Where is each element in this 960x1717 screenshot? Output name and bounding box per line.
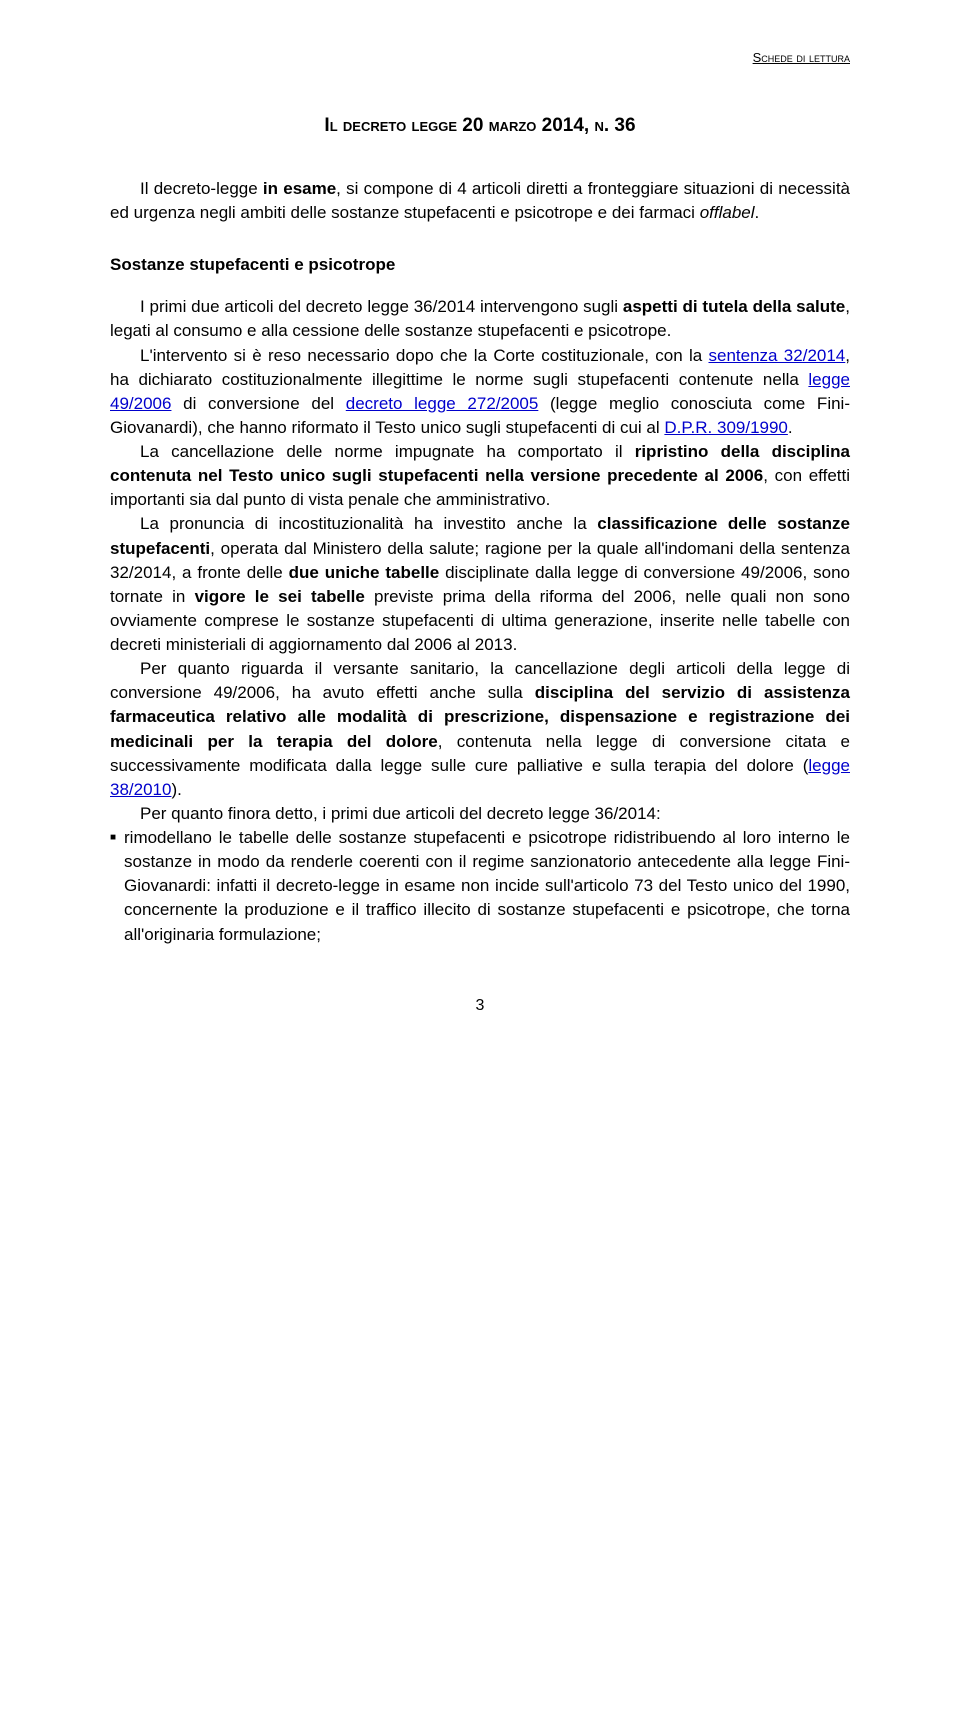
text: . bbox=[788, 418, 793, 437]
running-header: Schede di lettura bbox=[110, 50, 850, 65]
bullet-item-1: ■ rimodellano le tabelle delle sostanze … bbox=[110, 826, 850, 947]
intro-paragraph: Il decreto-legge in esame, si compone di… bbox=[110, 177, 850, 225]
paragraph-5: Per quanto riguarda il versante sanitari… bbox=[110, 657, 850, 802]
text: La pronuncia di incostituzionalità ha in… bbox=[140, 514, 597, 533]
link-sentenza[interactable]: sentenza 32/2014 bbox=[709, 346, 846, 365]
text-italic: offlabel bbox=[700, 203, 755, 222]
text-bold: vigore le sei tabelle bbox=[195, 587, 365, 606]
bullet-marker-icon: ■ bbox=[110, 826, 124, 947]
text: La cancellazione delle norme impugnate h… bbox=[140, 442, 635, 461]
paragraph-2: L'intervento si è reso necessario dopo c… bbox=[110, 344, 850, 441]
text: di conversione del bbox=[171, 394, 345, 413]
text: Il decreto-legge bbox=[140, 179, 263, 198]
text: ). bbox=[171, 780, 181, 799]
document-title: Il decreto legge 20 marzo 2014, n. 36 bbox=[110, 115, 850, 137]
text: Per quanto finora detto, i primi due art… bbox=[140, 804, 661, 823]
text-bold: in esame bbox=[263, 179, 336, 198]
paragraph-1: I primi due articoli del decreto legge 3… bbox=[110, 295, 850, 343]
text: . bbox=[755, 203, 760, 222]
text-bold: due uniche tabelle bbox=[289, 563, 440, 582]
page-number: 3 bbox=[110, 997, 850, 1015]
text: I primi due articoli del decreto legge 3… bbox=[140, 297, 623, 316]
section-heading: Sostanze stupefacenti e psicotrope bbox=[110, 255, 850, 275]
paragraph-3: La cancellazione delle norme impugnate h… bbox=[110, 440, 850, 512]
text: L'intervento si è reso necessario dopo c… bbox=[140, 346, 709, 365]
text-bold: aspetti di tutela della salute bbox=[623, 297, 845, 316]
paragraph-4: La pronuncia di incostituzionalità ha in… bbox=[110, 512, 850, 657]
link-dpr-309[interactable]: D.P.R. 309/1990 bbox=[664, 418, 788, 437]
paragraph-6: Per quanto finora detto, i primi due art… bbox=[110, 802, 850, 826]
bullet-text: rimodellano le tabelle delle sostanze st… bbox=[124, 826, 850, 947]
link-decreto-272[interactable]: decreto legge 272/2005 bbox=[346, 394, 539, 413]
